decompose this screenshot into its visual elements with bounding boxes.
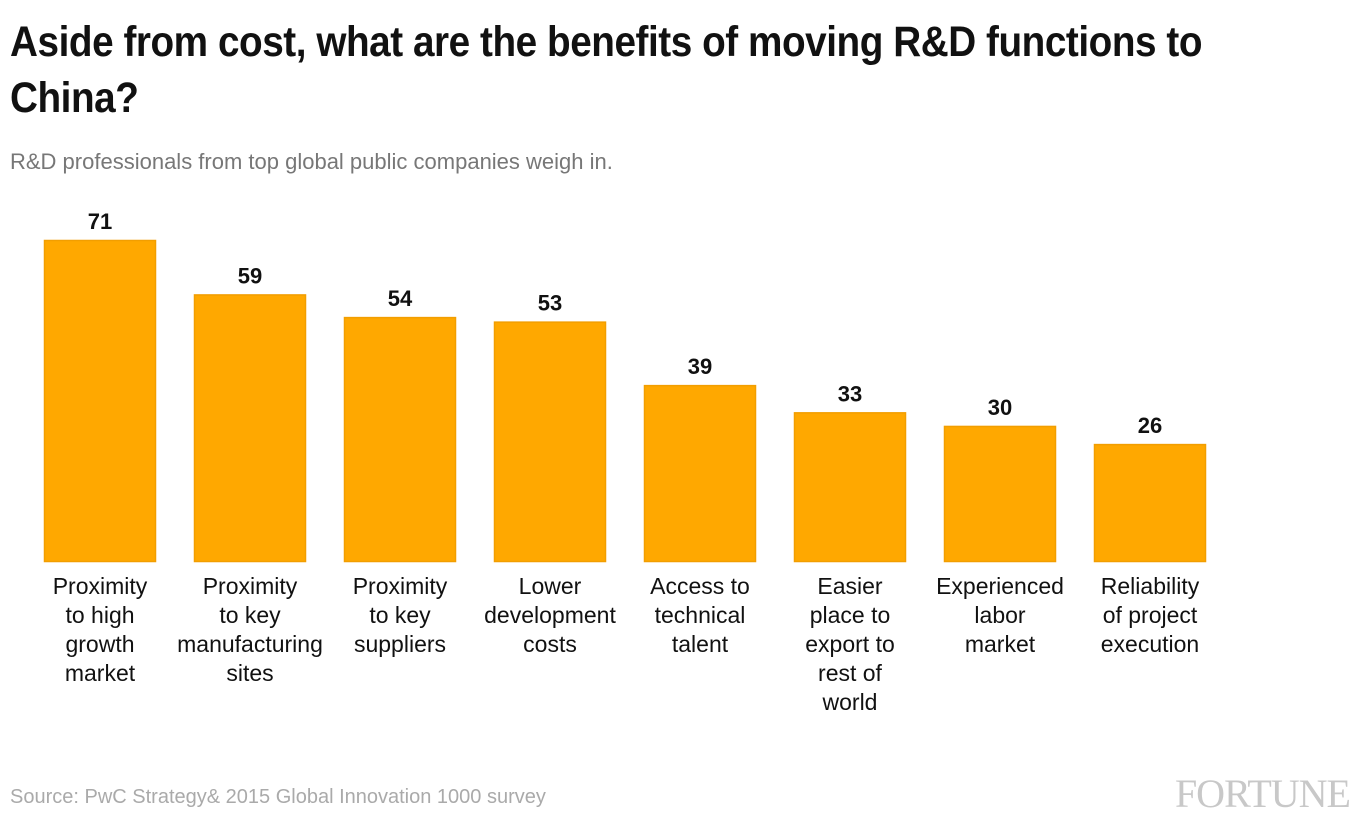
category-label: Easier place to export to rest of world — [805, 573, 895, 715]
category-label: Proximity to key manufacturing sites — [177, 573, 323, 686]
fortune-logo: FORTUNE — [1174, 771, 1351, 816]
data-label: 71 — [88, 209, 112, 234]
data-label: 54 — [388, 286, 413, 311]
data-label: 39 — [688, 354, 712, 379]
category-label: Reliability of project execution — [1100, 573, 1200, 657]
data-label: 59 — [238, 263, 262, 288]
data-label: 53 — [538, 291, 562, 316]
bar — [343, 316, 457, 563]
chart-title: Aside from cost, what are the benefits o… — [10, 18, 1203, 122]
chart-subtitle: R&D professionals from top global public… — [10, 149, 613, 174]
category-label: Proximity to high growth market — [52, 573, 148, 686]
bar — [193, 294, 307, 563]
category-label: Proximity to key suppliers — [352, 573, 448, 657]
source-note: Source: PwC Strategy& 2015 Global Innova… — [10, 786, 546, 808]
data-label: 33 — [838, 381, 862, 406]
bar — [943, 425, 1057, 563]
bar — [793, 412, 907, 563]
data-label: 26 — [1138, 413, 1162, 438]
category-label: Lower development costs — [484, 573, 616, 657]
bar — [43, 239, 157, 563]
bar — [1093, 443, 1207, 563]
bar — [643, 384, 757, 563]
category-label: Access to technical talent — [650, 573, 750, 657]
data-label: 30 — [988, 395, 1012, 420]
category-label: Experienced labor market — [936, 573, 1064, 657]
bar — [493, 321, 607, 563]
